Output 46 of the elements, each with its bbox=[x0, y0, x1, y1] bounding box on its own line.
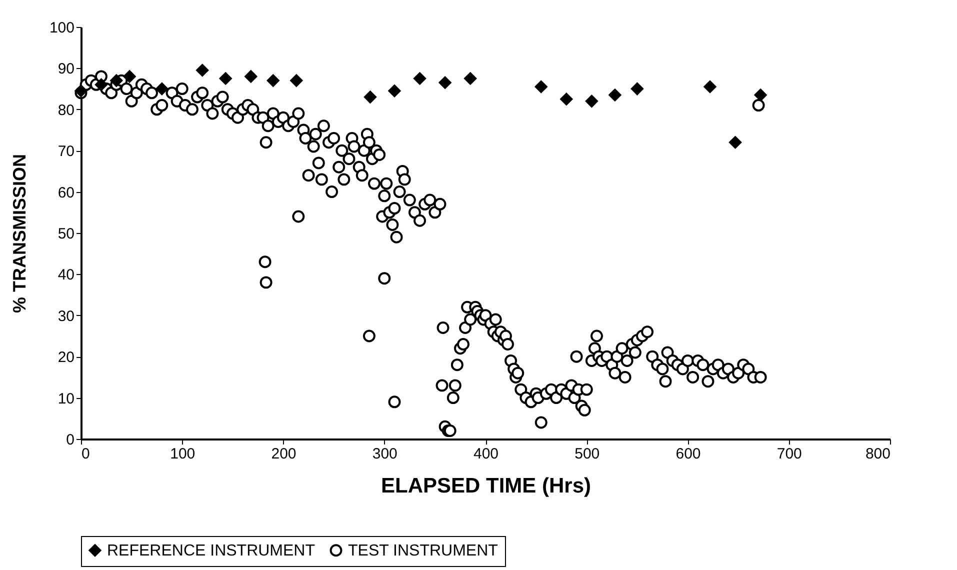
y-axis-title: % TRANSMISSION bbox=[9, 154, 30, 314]
y-tick-label: 50 bbox=[58, 226, 74, 242]
point bbox=[266, 74, 280, 87]
point bbox=[630, 82, 644, 96]
x-tick-label: 800 bbox=[865, 446, 890, 462]
point bbox=[156, 82, 168, 96]
x-tick-label: 600 bbox=[676, 446, 701, 462]
point bbox=[585, 94, 598, 108]
point bbox=[438, 76, 452, 89]
y-tick-label: 60 bbox=[58, 184, 74, 202]
y-tick-label: 0 bbox=[66, 432, 74, 448]
y-tick-label: 100 bbox=[49, 20, 74, 36]
legend-label: REFERENCE INSTRUMENT bbox=[107, 542, 316, 560]
x-tick-label: 700 bbox=[776, 446, 802, 462]
point bbox=[414, 72, 426, 85]
point bbox=[464, 72, 477, 85]
y-tick-label: 30 bbox=[58, 308, 74, 325]
y-tick-label: 10 bbox=[58, 390, 74, 408]
x-tick-label: 400 bbox=[473, 446, 499, 462]
y-tick-label: 70 bbox=[58, 143, 74, 160]
point bbox=[196, 64, 209, 77]
point bbox=[608, 88, 622, 102]
point bbox=[110, 74, 123, 87]
y-tick-label: 90 bbox=[58, 60, 74, 78]
x-tick-label: 500 bbox=[574, 446, 600, 462]
legend-label: TEST INSTRUMENT bbox=[348, 542, 498, 560]
point bbox=[729, 136, 742, 149]
point bbox=[94, 78, 108, 91]
x-axis-title: ELAPSED TIME (Hrs) bbox=[380, 474, 592, 498]
y-tick-label: 40 bbox=[58, 266, 74, 284]
point bbox=[219, 72, 232, 85]
point bbox=[560, 92, 573, 106]
point bbox=[388, 84, 401, 98]
y-tick-label: 80 bbox=[58, 102, 74, 119]
x-tick-label: 200 bbox=[271, 446, 296, 462]
point bbox=[754, 88, 767, 102]
point bbox=[123, 70, 136, 83]
x-tick-label: 100 bbox=[170, 446, 196, 462]
x-tick-label: 300 bbox=[372, 446, 398, 462]
x-tick-label: 0 bbox=[82, 446, 90, 462]
y-tick-label: 20 bbox=[58, 349, 74, 366]
point bbox=[244, 70, 258, 83]
point bbox=[290, 74, 303, 87]
point bbox=[704, 80, 716, 93]
point bbox=[534, 80, 548, 93]
point bbox=[364, 90, 376, 104]
